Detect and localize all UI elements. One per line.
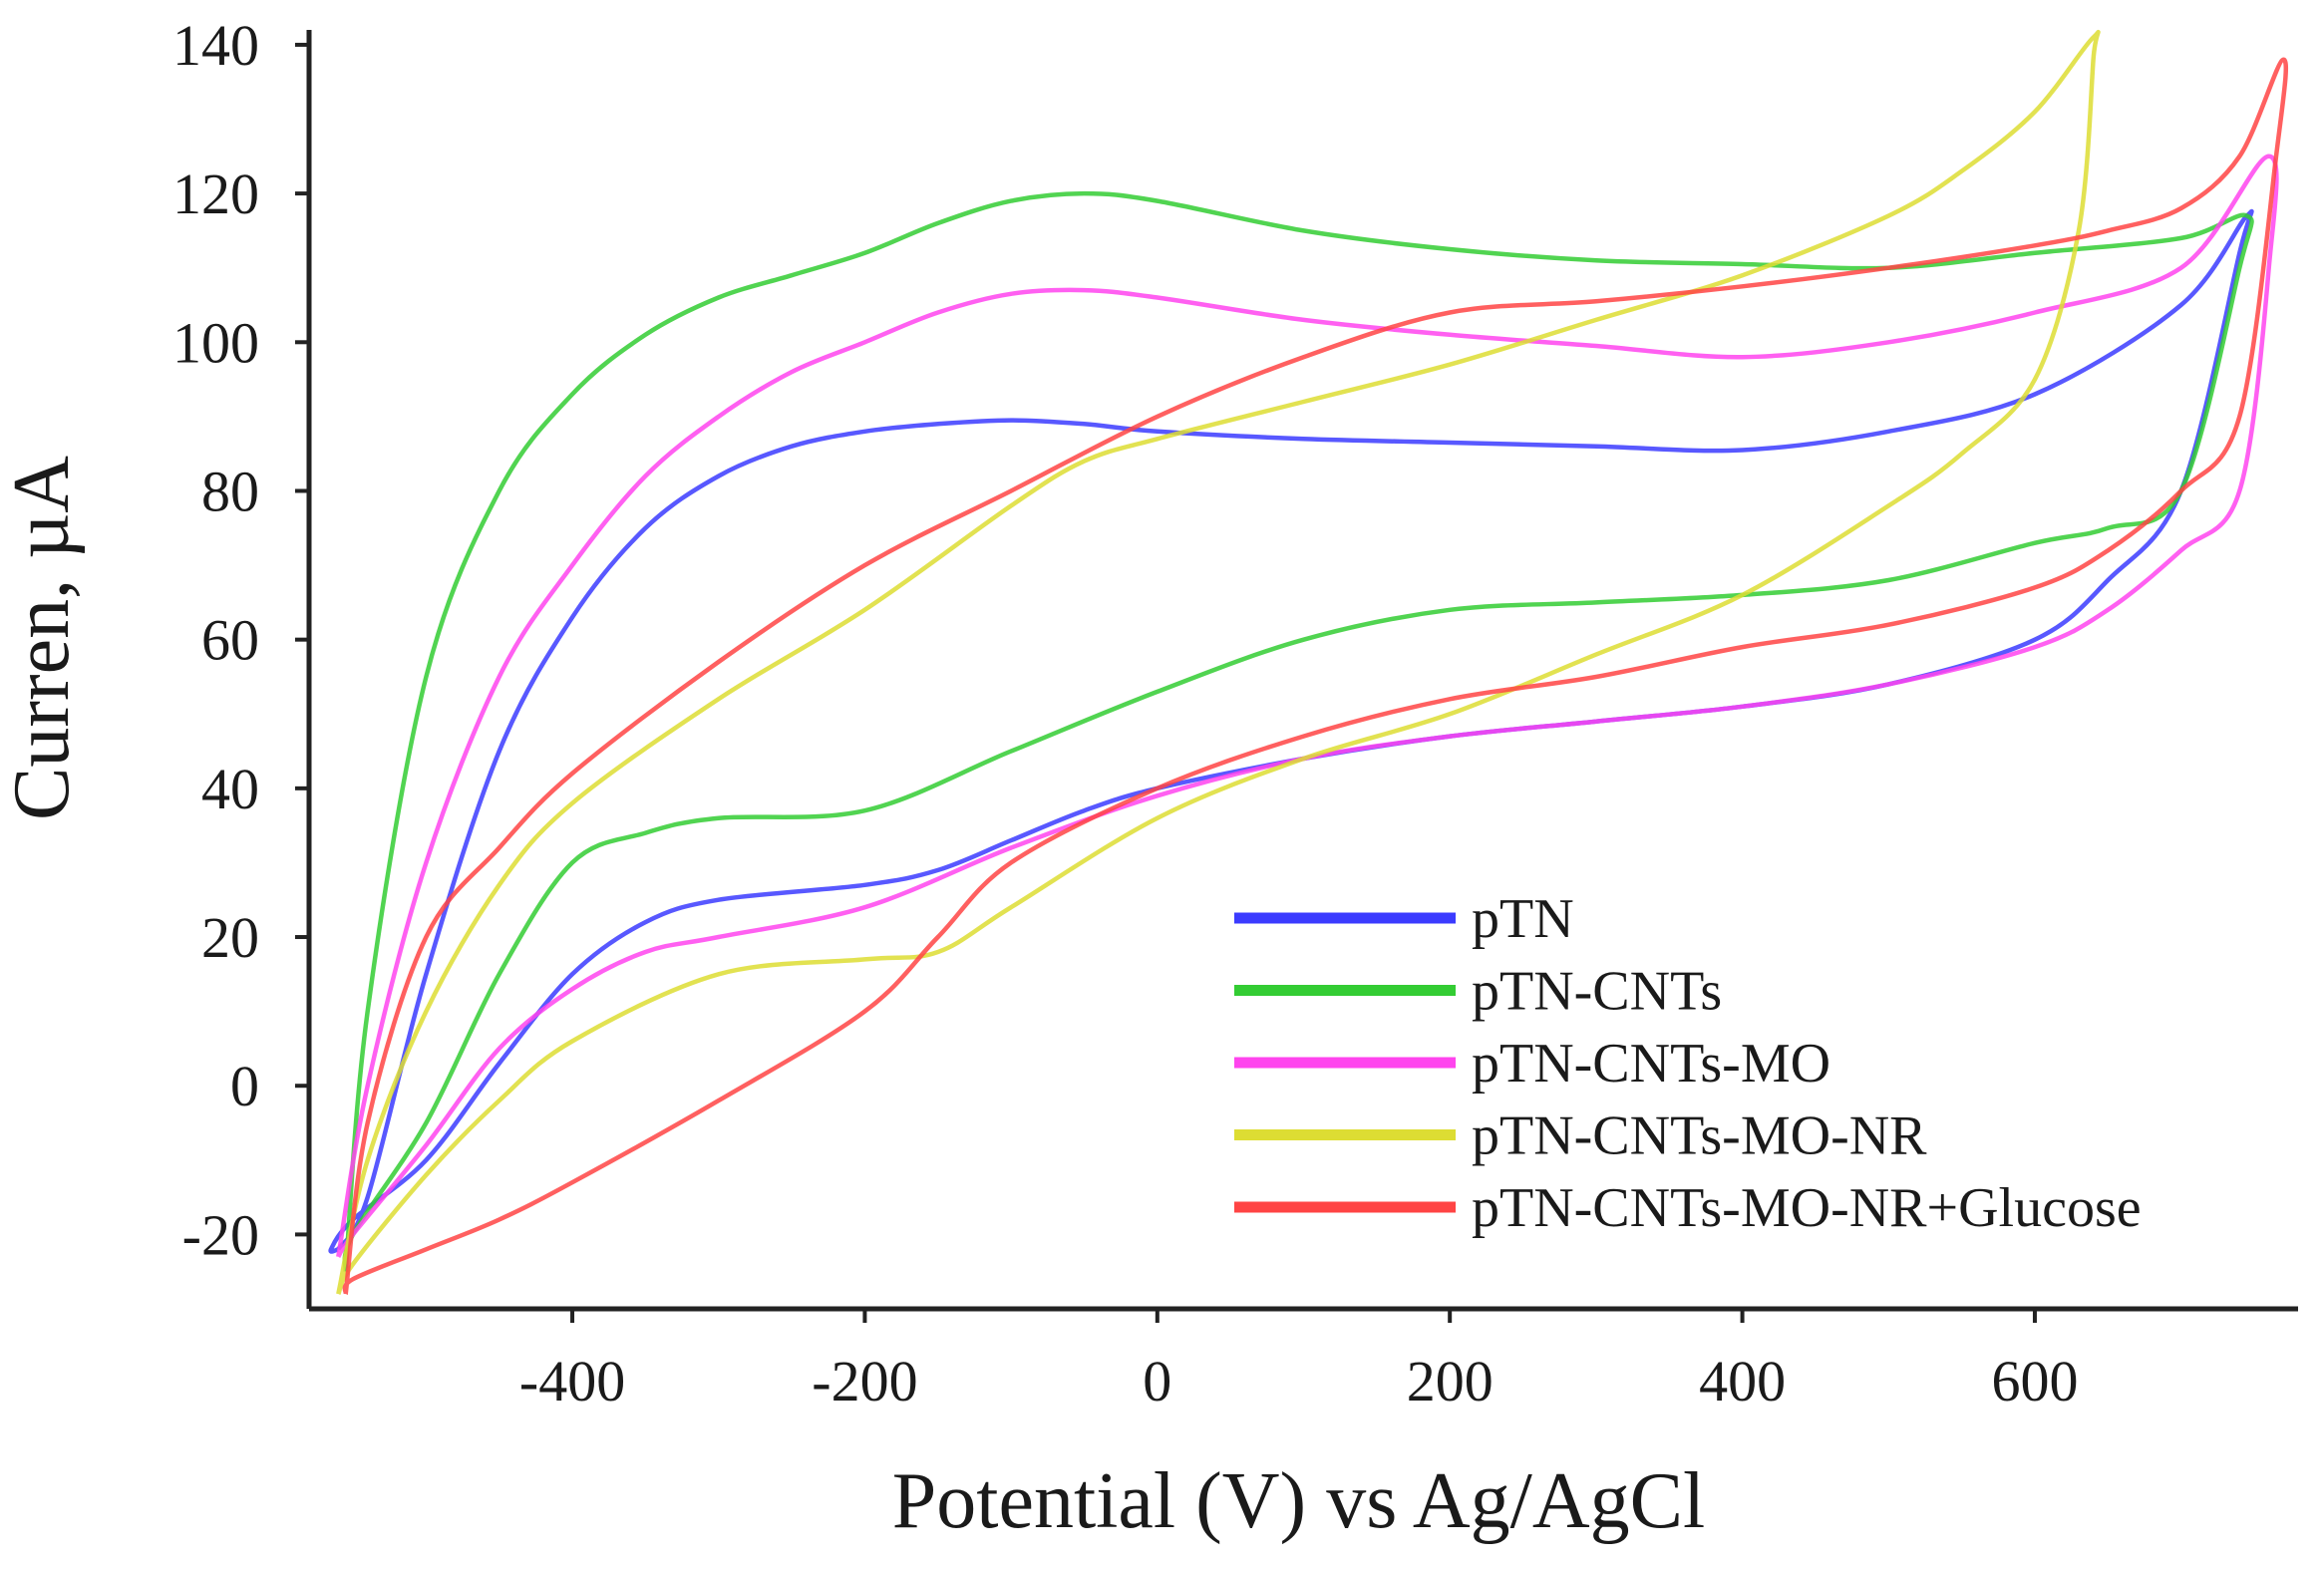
x-tick-label: -400 [519, 1349, 625, 1413]
series-line-5 [342, 57, 2289, 1296]
x-tick-label: 600 [1991, 1349, 2078, 1413]
legend-label: pTN-CNTs-MO [1472, 1033, 1830, 1095]
legend-label: pTN [1472, 888, 1574, 950]
y-tick-label: 60 [201, 608, 259, 673]
y-tick-label: 0 [230, 1054, 259, 1118]
y-tick-label: 120 [172, 161, 259, 226]
x-tick-label: 200 [1407, 1349, 1494, 1413]
y-tick-label: 100 [172, 310, 259, 375]
legend-label: pTN-CNTs-MO-NR [1472, 1105, 1927, 1167]
series-line-2 [342, 190, 2254, 1273]
y-tick-label: 40 [201, 757, 259, 821]
series-line-1 [328, 208, 2254, 1254]
legend-label: pTN-CNTs [1472, 961, 1722, 1023]
legend-label: pTN-CNTs-MO-NR+Glucose [1472, 1177, 2142, 1239]
legend: pTN pTN-CNTs pTN-CNTs-MO pTN-CNTs-MO-NR pTN-… [1234, 888, 2142, 1239]
series-layer [328, 29, 2289, 1296]
x-tick-label: -200 [812, 1349, 917, 1413]
y-tick-label: 80 [201, 459, 259, 523]
y-tick-label: -20 [182, 1202, 259, 1267]
y-axis-title: Curren, µA [0, 456, 86, 820]
y-tick-label: 20 [201, 905, 259, 970]
x-axis-title: Potential (V) vs Ag/AgCl [892, 1457, 1706, 1545]
x-tick-label: 0 [1143, 1349, 1171, 1413]
y-tick-label: 140 [172, 13, 259, 78]
series-line-4 [336, 29, 2101, 1296]
series-line-3 [336, 154, 2279, 1259]
x-tick-label: 400 [1699, 1349, 1786, 1413]
